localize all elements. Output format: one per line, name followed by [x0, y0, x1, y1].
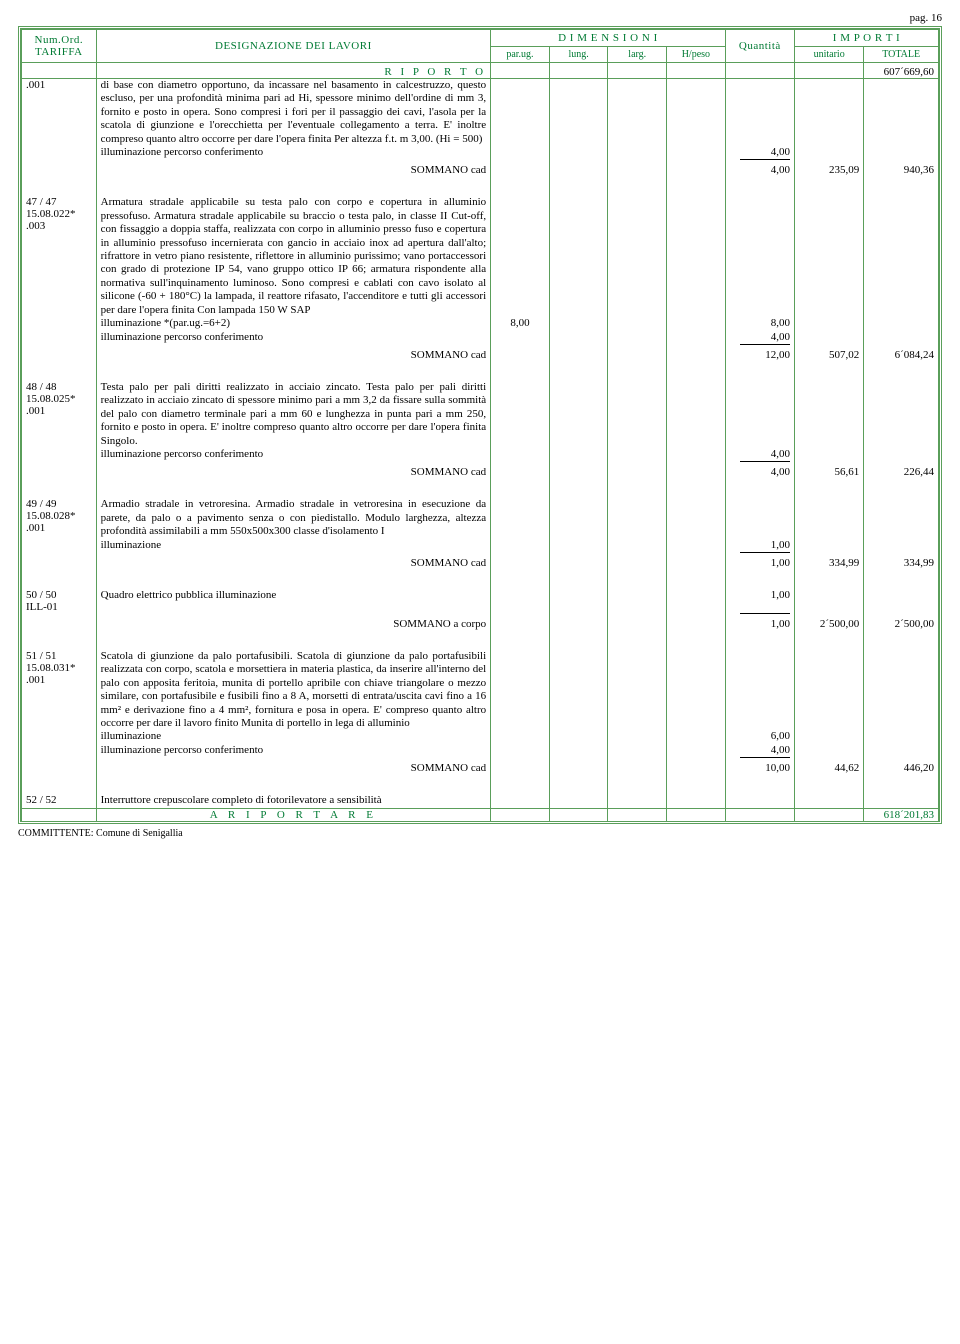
measure-line: illuminazione *(par.ug.=6+2)	[96, 317, 491, 330]
measure-line: illuminazione	[96, 539, 491, 552]
qta-value: 1,00	[725, 539, 794, 552]
qta-value: 1,00	[725, 589, 794, 613]
riporto-value: 607´669,60	[864, 63, 939, 79]
tariffa-cell: .001	[22, 79, 97, 147]
sommano-tot: 6´084,24	[864, 349, 939, 361]
tariffa-cell: 49 / 49 15.08.028* .001	[22, 498, 97, 538]
measure-line: illuminazione percorso conferimento	[96, 448, 491, 461]
sommano-qta: 12,00	[725, 349, 794, 361]
sommano-unit: 507,02	[795, 349, 864, 361]
sommano-qta: 1,00	[725, 618, 794, 630]
sommano-qta: 4,00	[725, 164, 794, 176]
sommano-unit: 2´500,00	[795, 618, 864, 630]
sommano-tot: 334,99	[864, 557, 939, 569]
sommano-label: SOMMANO cad	[96, 466, 491, 478]
tariffa-cell: 52 / 52	[22, 794, 97, 808]
description: Quadro elettrico pubblica illuminazione	[96, 589, 491, 613]
header-table: Num.Ord.TARIFFA DESIGNAZIONE DEI LAVORI …	[21, 29, 939, 63]
qta-value: 4,00	[725, 448, 794, 461]
hdr-dimensioni: D I M E N S I O N I	[491, 30, 726, 47]
tariffa-cell: 50 / 50 ILL-01	[22, 589, 97, 613]
measure-line: illuminazione percorso conferimento	[96, 146, 491, 159]
sommano-tot: 2´500,00	[864, 618, 939, 630]
hdr-unitario: unitario	[795, 47, 864, 63]
qta-value: 4,00	[725, 744, 794, 757]
ariportare-label: A R I P O R T A R E	[96, 808, 491, 821]
sommano-label: SOMMANO cad	[96, 762, 491, 774]
description: Armadio stradale in vetroresina. Armadio…	[96, 498, 491, 538]
measure-line: illuminazione	[96, 730, 491, 743]
tariffa-cell: 47 / 47 15.08.022* .003	[22, 196, 97, 317]
parug-value	[491, 744, 550, 757]
sommano-qta: 1,00	[725, 557, 794, 569]
tariffa-cell: 48 / 48 15.08.025* .001	[22, 381, 97, 448]
hdr-larg: larg.	[608, 47, 667, 63]
sommano-unit: 235,09	[795, 164, 864, 176]
hdr-totale: TOTALE	[864, 47, 939, 63]
sommano-tot: 226,44	[864, 466, 939, 478]
body-table: R I P O R T O 607´669,60 .001di base con…	[21, 63, 939, 821]
parug-value	[491, 539, 550, 552]
hdr-importi: I M P O R T I	[795, 30, 939, 47]
qta-value: 4,00	[725, 331, 794, 344]
ariportare-row: A R I P O R T A R E 618´201,83	[22, 808, 939, 821]
description: di base con diametro opportuno, da incas…	[96, 79, 491, 147]
description: Interruttore crepuscolare completo di fo…	[96, 794, 491, 808]
page-number: pag. 16	[18, 12, 942, 24]
parug-value	[491, 730, 550, 743]
parug-value	[491, 448, 550, 461]
measure-line: illuminazione percorso conferimento	[96, 744, 491, 757]
qta-value: 4,00	[725, 146, 794, 159]
measure-line: illuminazione percorso conferimento	[96, 331, 491, 344]
qta-value: 6,00	[725, 730, 794, 743]
sommano-label: SOMMANO cad	[96, 557, 491, 569]
sommano-unit: 44,62	[795, 762, 864, 774]
tariffa-cell: 51 / 51 15.08.031* .001	[22, 650, 97, 730]
riporto-label: R I P O R T O	[96, 63, 491, 79]
committente: COMMITTENTE: Comune di Senigallia	[18, 828, 942, 839]
sommano-unit: 334,99	[795, 557, 864, 569]
hdr-qta: Quantità	[725, 30, 794, 63]
sommano-tot: 446,20	[864, 762, 939, 774]
hdr-parug: par.ug.	[491, 47, 550, 63]
parug-value	[491, 146, 550, 159]
riporto-row: R I P O R T O 607´669,60	[22, 63, 939, 79]
sommano-unit: 56,61	[795, 466, 864, 478]
sommano-qta: 4,00	[725, 466, 794, 478]
ariportare-value: 618´201,83	[864, 808, 939, 821]
sommano-tot: 940,36	[864, 164, 939, 176]
description: Armatura stradale applicabile su testa p…	[96, 196, 491, 317]
hdr-desig: DESIGNAZIONE DEI LAVORI	[96, 30, 491, 63]
parug-value: 8,00	[491, 317, 550, 330]
description: Scatola di giunzione da palo portafusibi…	[96, 650, 491, 730]
hdr-numord: Num.Ord.TARIFFA	[22, 30, 97, 63]
sommano-label: SOMMANO a corpo	[96, 618, 491, 630]
sommano-qta: 10,00	[725, 762, 794, 774]
sommano-label: SOMMANO cad	[96, 164, 491, 176]
hdr-lung: lung.	[549, 47, 608, 63]
hdr-hpeso: H/peso	[667, 47, 726, 63]
qta-value: 8,00	[725, 317, 794, 330]
description: Testa palo per pali diritti realizzato i…	[96, 381, 491, 448]
outer-border: Num.Ord.TARIFFA DESIGNAZIONE DEI LAVORI …	[18, 26, 942, 824]
parug-value	[491, 331, 550, 344]
sommano-label: SOMMANO cad	[96, 349, 491, 361]
